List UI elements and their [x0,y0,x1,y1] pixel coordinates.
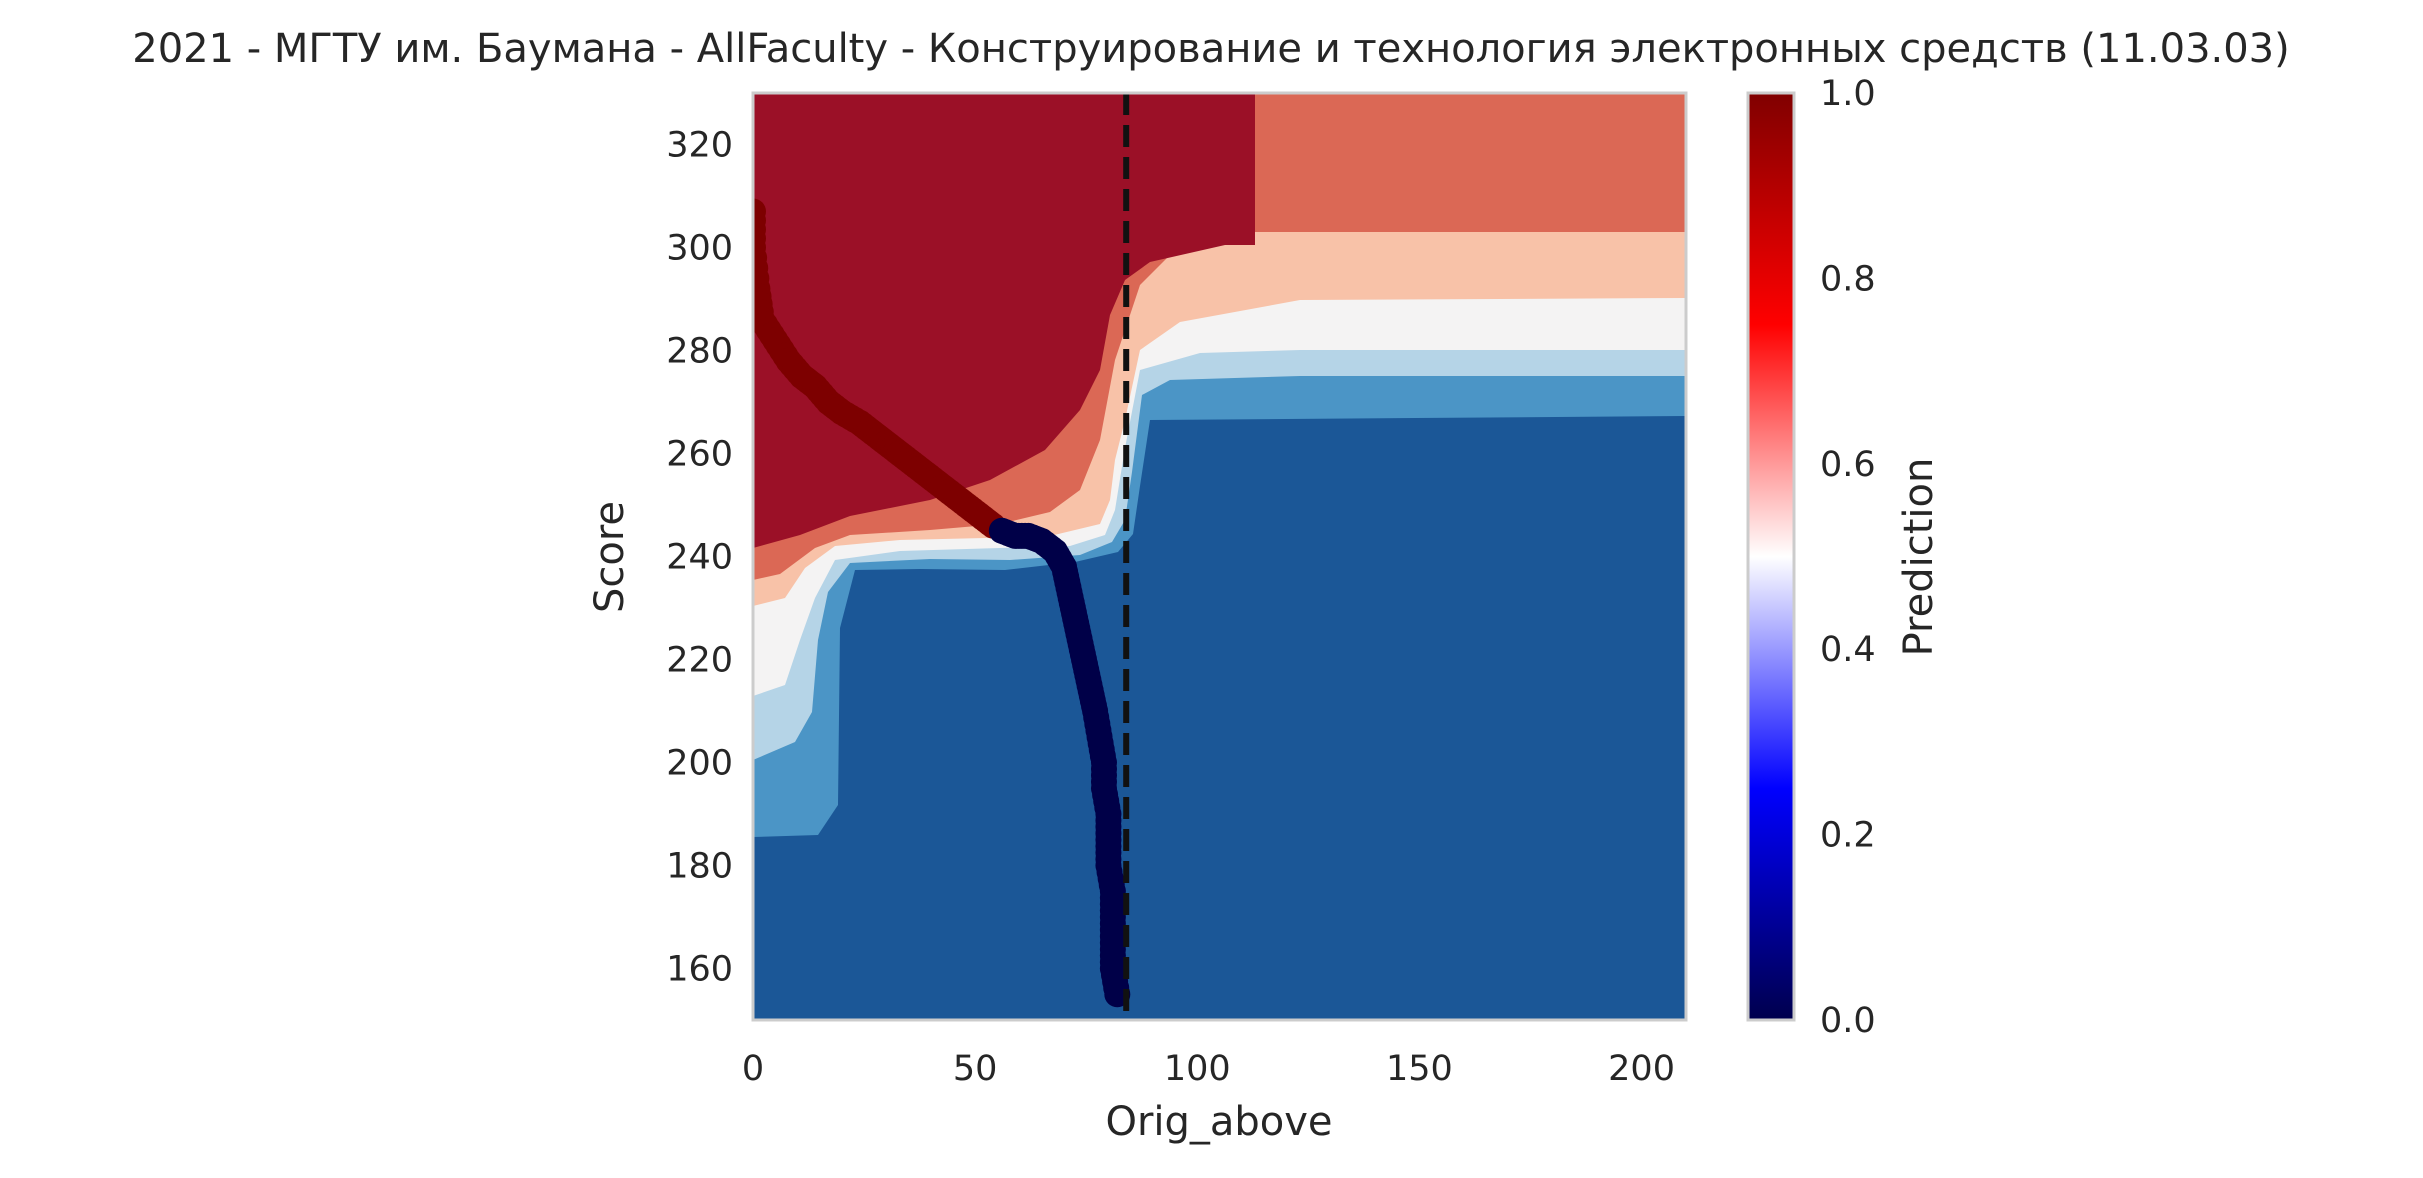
y-tick-label: 280 [666,332,733,372]
x-tick-label: 200 [1608,1049,1675,1089]
y-tick-label: 160 [666,950,733,990]
plot-area [753,93,1686,1020]
y-tick-label: 300 [666,229,733,269]
colorbar-ticks: 0.0 0.2 0.4 0.6 0.8 1.0 [1820,74,1876,1041]
colorbar-tick-label: 0.6 [1820,445,1876,485]
y-tick-label: 240 [666,538,733,578]
x-tick-label: 0 [742,1049,764,1089]
colorbar-tick-label: 1.0 [1820,74,1876,114]
colorbar-tick-label: 0.4 [1820,630,1876,670]
x-tick-label: 150 [1386,1049,1453,1089]
y-tick-label: 200 [666,744,733,784]
y-tick-label: 220 [666,641,733,681]
x-axis-label: Orig_above [1105,1099,1332,1145]
y-axis-ticks: 160 180 200 220 240 260 280 300 320 [666,126,733,990]
colorbar [1746,91,1796,1022]
colorbar-tick-label: 0.8 [1820,259,1876,299]
colorbar-tick-label: 0.0 [1820,1001,1876,1041]
y-tick-label: 180 [666,847,733,887]
trajectory-dots [753,198,1131,1008]
plot-frame [751,91,1688,1022]
chart-title: 2021 - МГТУ им. Баумана - AllFaculty - К… [132,26,2289,72]
y-tick-label: 260 [666,435,733,475]
y-tick-label: 320 [666,126,733,166]
x-tick-label: 50 [953,1049,998,1089]
colorbar-tick-label: 0.2 [1820,816,1876,856]
x-axis-ticks: 0 50 100 150 200 [742,1049,1675,1089]
colorbar-label: Prediction [1896,458,1942,657]
y-axis-label: Score [587,501,633,613]
x-tick-label: 100 [1164,1049,1231,1089]
